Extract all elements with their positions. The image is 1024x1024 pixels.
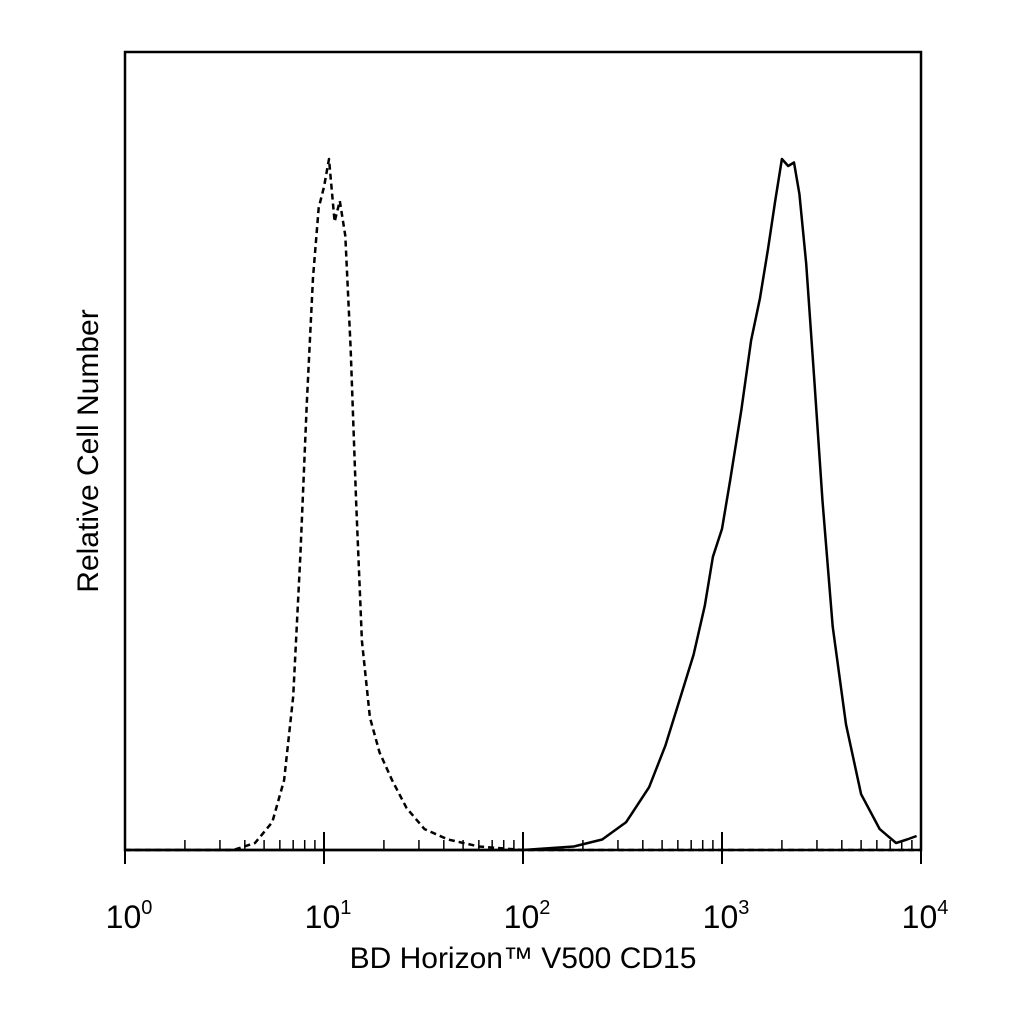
x-tick-label-exponent: 0 — [141, 897, 152, 919]
x-tick-label: 101 — [305, 897, 352, 935]
x-tick-label: 103 — [703, 897, 750, 935]
x-tick-label-base: 10 — [703, 899, 739, 935]
x-tick-label-exponent: 3 — [738, 897, 749, 919]
x-tick-label-base: 10 — [902, 899, 938, 935]
x-tick-label-base: 10 — [504, 899, 540, 935]
x-tick-label-exponent: 1 — [340, 897, 351, 919]
x-tick-label-exponent: 4 — [937, 897, 948, 919]
x-axis-tick-labels: 100 101 102 103 104 — [106, 897, 949, 935]
x-tick-label: 102 — [504, 897, 551, 935]
x-tick-label: 104 — [902, 897, 949, 935]
x-tick-label-base: 10 — [106, 899, 142, 935]
series-line-solid — [125, 157, 918, 852]
plot-frame — [123, 50, 923, 852]
y-axis-title: Relative Cell Number — [72, 309, 105, 592]
x-tick-label-base: 10 — [305, 899, 341, 935]
series-layer — [125, 157, 921, 852]
x-tick-label-exponent: 2 — [539, 897, 550, 919]
x-axis-major-ticks — [124, 832, 922, 864]
x-axis-title: BD Horizon™ V500 CD15 — [350, 942, 697, 975]
series-line-dashed — [125, 157, 921, 852]
x-tick-label: 100 — [106, 897, 153, 935]
